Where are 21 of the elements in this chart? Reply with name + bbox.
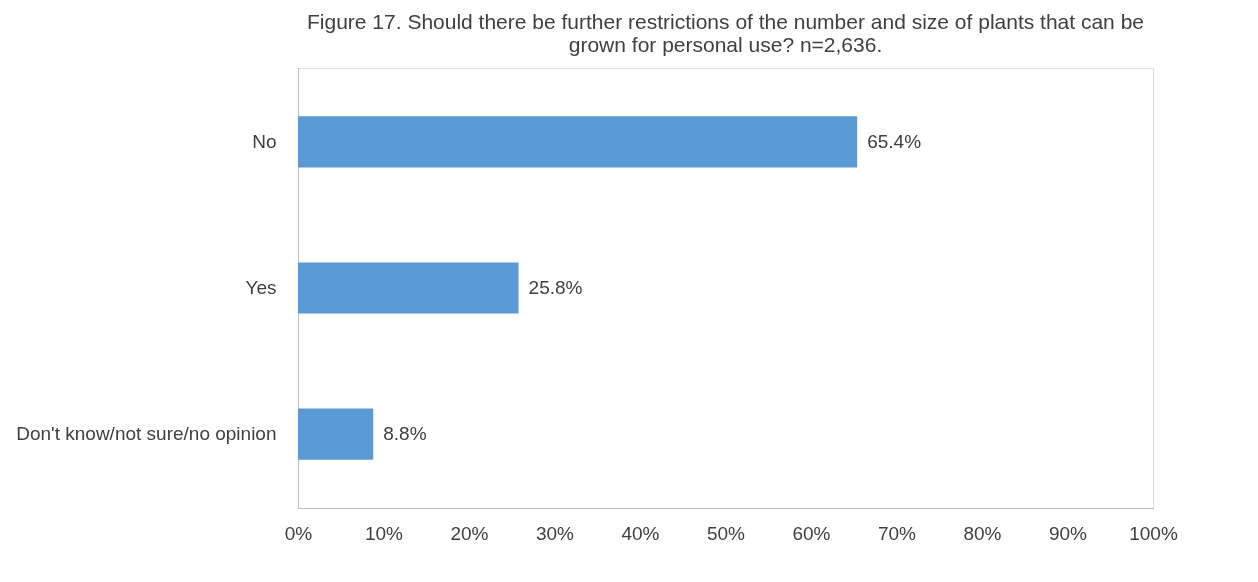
x-tick-label: 100% — [1129, 522, 1178, 544]
data-label: 65.4% — [867, 130, 922, 152]
bar — [298, 116, 858, 168]
x-tick-label: 40% — [621, 522, 660, 544]
x-tick-label: 30% — [535, 522, 575, 544]
x-tick-label: 60% — [792, 522, 831, 544]
x-tick-label: 50% — [706, 522, 746, 544]
x-tick-label: 90% — [1048, 522, 1088, 544]
y-tick-label: Yes — [245, 277, 277, 298]
data-label: 25.8% — [528, 277, 583, 298]
data-label: 8.8% — [383, 423, 427, 445]
bar — [298, 408, 374, 460]
bar — [298, 262, 519, 314]
x-tick-label: 70% — [877, 522, 917, 544]
chart-title: Figure 17. Should there be further restrictions of the number and size of plants that can be grown for personal use? n=2,636. — [307, 10, 1144, 56]
x-tick-label: 10% — [364, 522, 404, 544]
x-tick-label: 0% — [284, 522, 313, 544]
y-tick-label: Don't know/not sure/no opinion — [16, 423, 277, 445]
x-tick-label: 80% — [963, 522, 1002, 544]
y-tick-label: No — [252, 130, 277, 152]
x-tick-label: 20% — [450, 522, 489, 544]
